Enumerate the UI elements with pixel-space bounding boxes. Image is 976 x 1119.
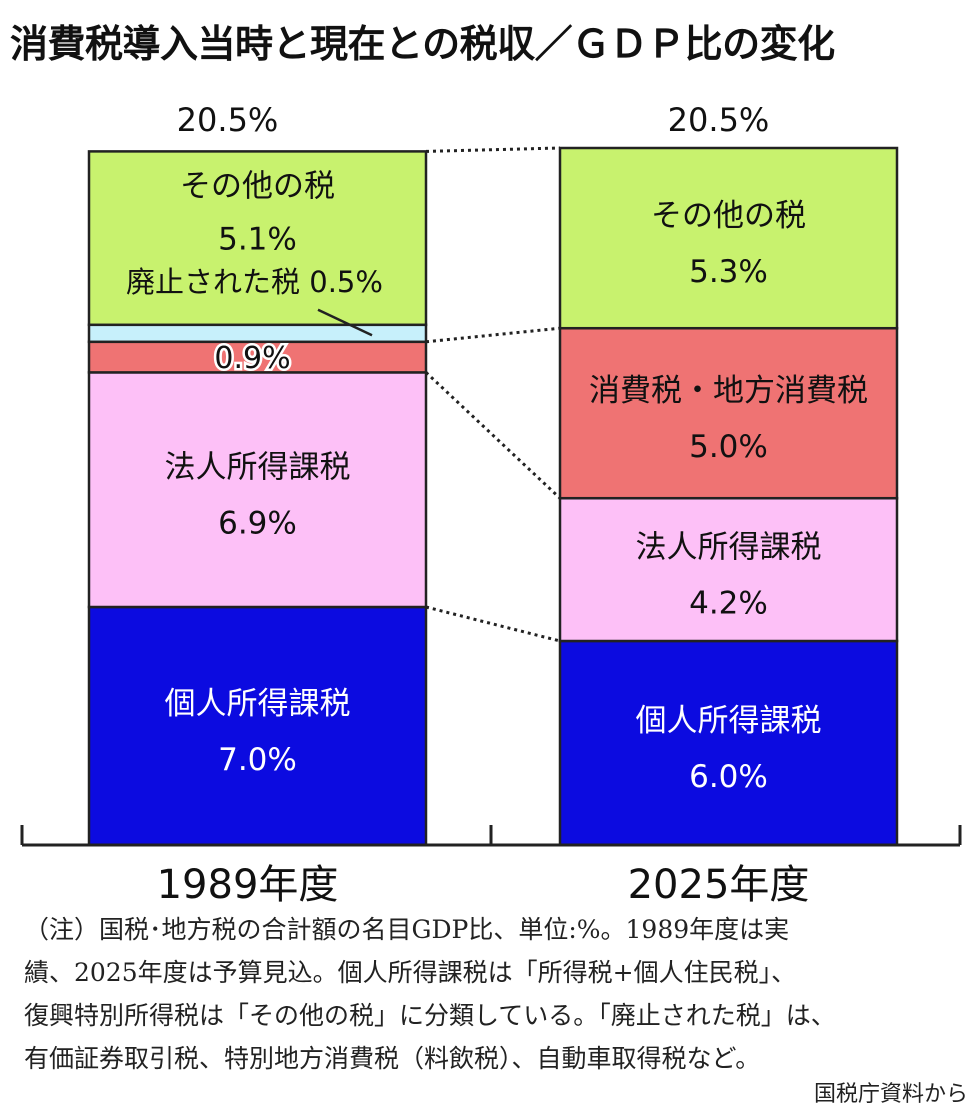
segment-label-name: 法人所得課税 [636,530,822,566]
segment-label-name: その他の税 [180,168,335,204]
connector-line [425,326,561,344]
bar-segment-corporate [558,496,899,643]
stacked-bar-chart: 個人所得課税 7.0% 法人所得課税 6.9% 0.9% その他の税 5.1% 個人所得課税 6… [20,101,962,905]
callout-leader-line [317,308,373,337]
bar-segment-personal [87,605,428,847]
source-credit: 国税庁資料から [813,1082,968,1107]
bar-segment-personal [558,639,899,847]
abolished-tax-callout: 廃止された税 0.5% [126,265,383,299]
footnote-line: 復興特別所得税は「その他の税」に分類している。「廃止された税」は、 [24,1001,836,1030]
connector-lines [424,146,562,643]
footnote-line: 有価証券取引税、特別地方消費税（料飲税）、自動車取得税など。 [24,1044,761,1073]
bar-segment-corporate [87,371,428,609]
bar-total-label: 20.5% [177,101,279,139]
segment-label-value: 6.9% [218,506,297,542]
segment-label-value: 5.0% [689,429,768,465]
segment-label-value: 0.9% [214,341,290,376]
bar-segments [87,146,899,847]
segment-label-value: 6.0% [689,759,768,795]
x-tick-label: 1989年度 [157,862,339,905]
x-tick-label: 2025年度 [628,862,810,905]
connector-line [425,605,561,643]
segment-labels: 個人所得課税 7.0% 法人所得課税 6.9% 0.9% その他の税 5.1% 個人所得課税 6… [126,101,868,795]
bar-segment-other [87,150,428,327]
bar-total-label: 20.5% [668,101,770,139]
segment-label-value: 4.2% [689,586,768,622]
segment-label-value: 5.3% [689,254,768,290]
connector-line [425,146,561,153]
segment-label-value: 5.1% [218,221,297,257]
footnote: （注）国税･地方税の合計額の名目GDP比、単位:%。1989年度は実 績、202… [24,908,969,1080]
footnote-line: 績、2025年度は予算見込。個人所得課税は「所得税+個人住民税」、 [24,958,797,987]
chart-title: 消費税導入当時と現在との税収／ＧＤＰ比の変化 [10,22,835,66]
bar-segment-abolished [87,323,428,344]
segment-label-name: その他の税 [651,198,806,234]
bar-segment-other [558,146,899,330]
segment-label-name: 法人所得課税 [165,450,351,486]
segment-label-value: 7.0% [218,742,297,778]
connector-line [424,371,562,500]
bar-segment-consumption [558,326,899,500]
bar-segment-consumption [87,340,428,374]
segment-label-name: 消費税・地方消費税 [589,373,868,409]
segment-label-name: 個人所得課税 [636,703,822,739]
x-axis: 1989年度 2025年度 [20,825,962,905]
segment-label-name: 個人所得課税 [165,686,351,722]
footnote-line: （注）国税･地方税の合計額の名目GDP比、単位:%。1989年度は実 [24,915,790,944]
